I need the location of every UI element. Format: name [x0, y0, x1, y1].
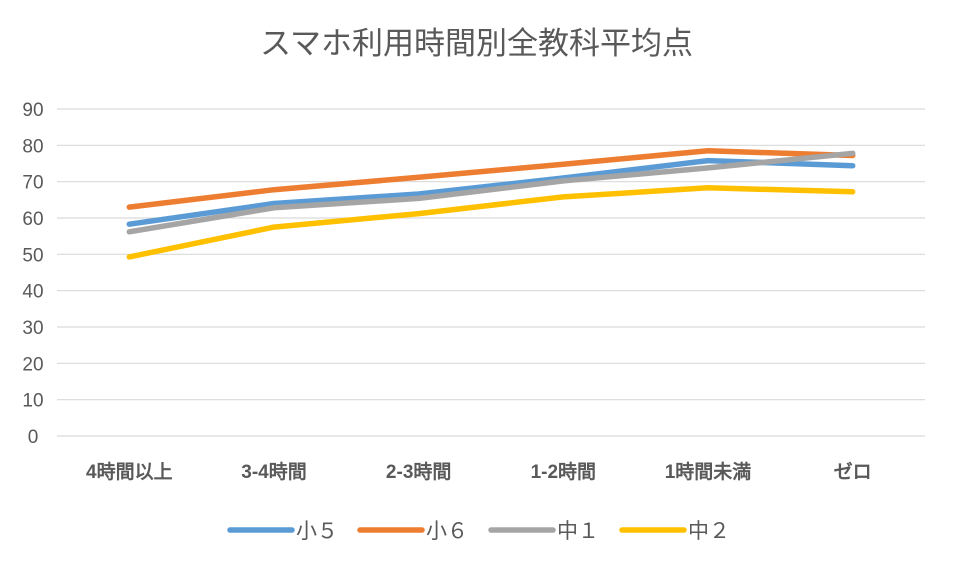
y-tick-label: 30 — [22, 318, 43, 339]
x-tick-label: 4時間以上 — [86, 461, 173, 483]
y-tick-label: 90 — [22, 100, 43, 121]
y-axis: 0 10 20 30 40 50 60 70 80 90 — [22, 100, 43, 448]
y-tick-label: 40 — [22, 282, 43, 303]
x-axis: 4時間以上 3-4時間 2-3時間 1-2時間 1時間未満 ゼロ — [86, 460, 872, 483]
chart-title: スマホ利用時間別全教科平均点 — [259, 26, 694, 62]
y-tick-label: 10 — [22, 391, 43, 412]
x-tick-label: 1-2時間 — [531, 461, 596, 483]
series-line-1 — [126, 157, 856, 227]
series-line-2 — [126, 148, 856, 210]
series-lines — [126, 148, 856, 260]
y-tick-label: 60 — [22, 209, 43, 230]
legend-label-2: 小６ — [426, 520, 468, 543]
series-line-3 — [126, 150, 856, 235]
legend: 小５ 小６ 中１ 中２ — [227, 520, 730, 543]
x-tick-label: 1時間未満 — [665, 460, 752, 483]
y-tick-label: 80 — [22, 136, 43, 157]
legend-label-3: 中１ — [557, 520, 599, 543]
series-line-4 — [126, 185, 856, 260]
y-tick-label: 0 — [28, 427, 39, 448]
legend-label-1: 小５ — [296, 520, 338, 543]
gridlines — [57, 108, 925, 437]
y-tick-label: 70 — [22, 173, 43, 194]
x-tick-label: 2-3時間 — [386, 461, 451, 483]
x-tick-label: ゼロ — [834, 460, 872, 483]
y-tick-label: 20 — [22, 354, 43, 375]
legend-label-4: 中２ — [688, 520, 730, 543]
x-tick-label: 3-4時間 — [241, 461, 306, 483]
y-tick-label: 50 — [22, 245, 43, 266]
